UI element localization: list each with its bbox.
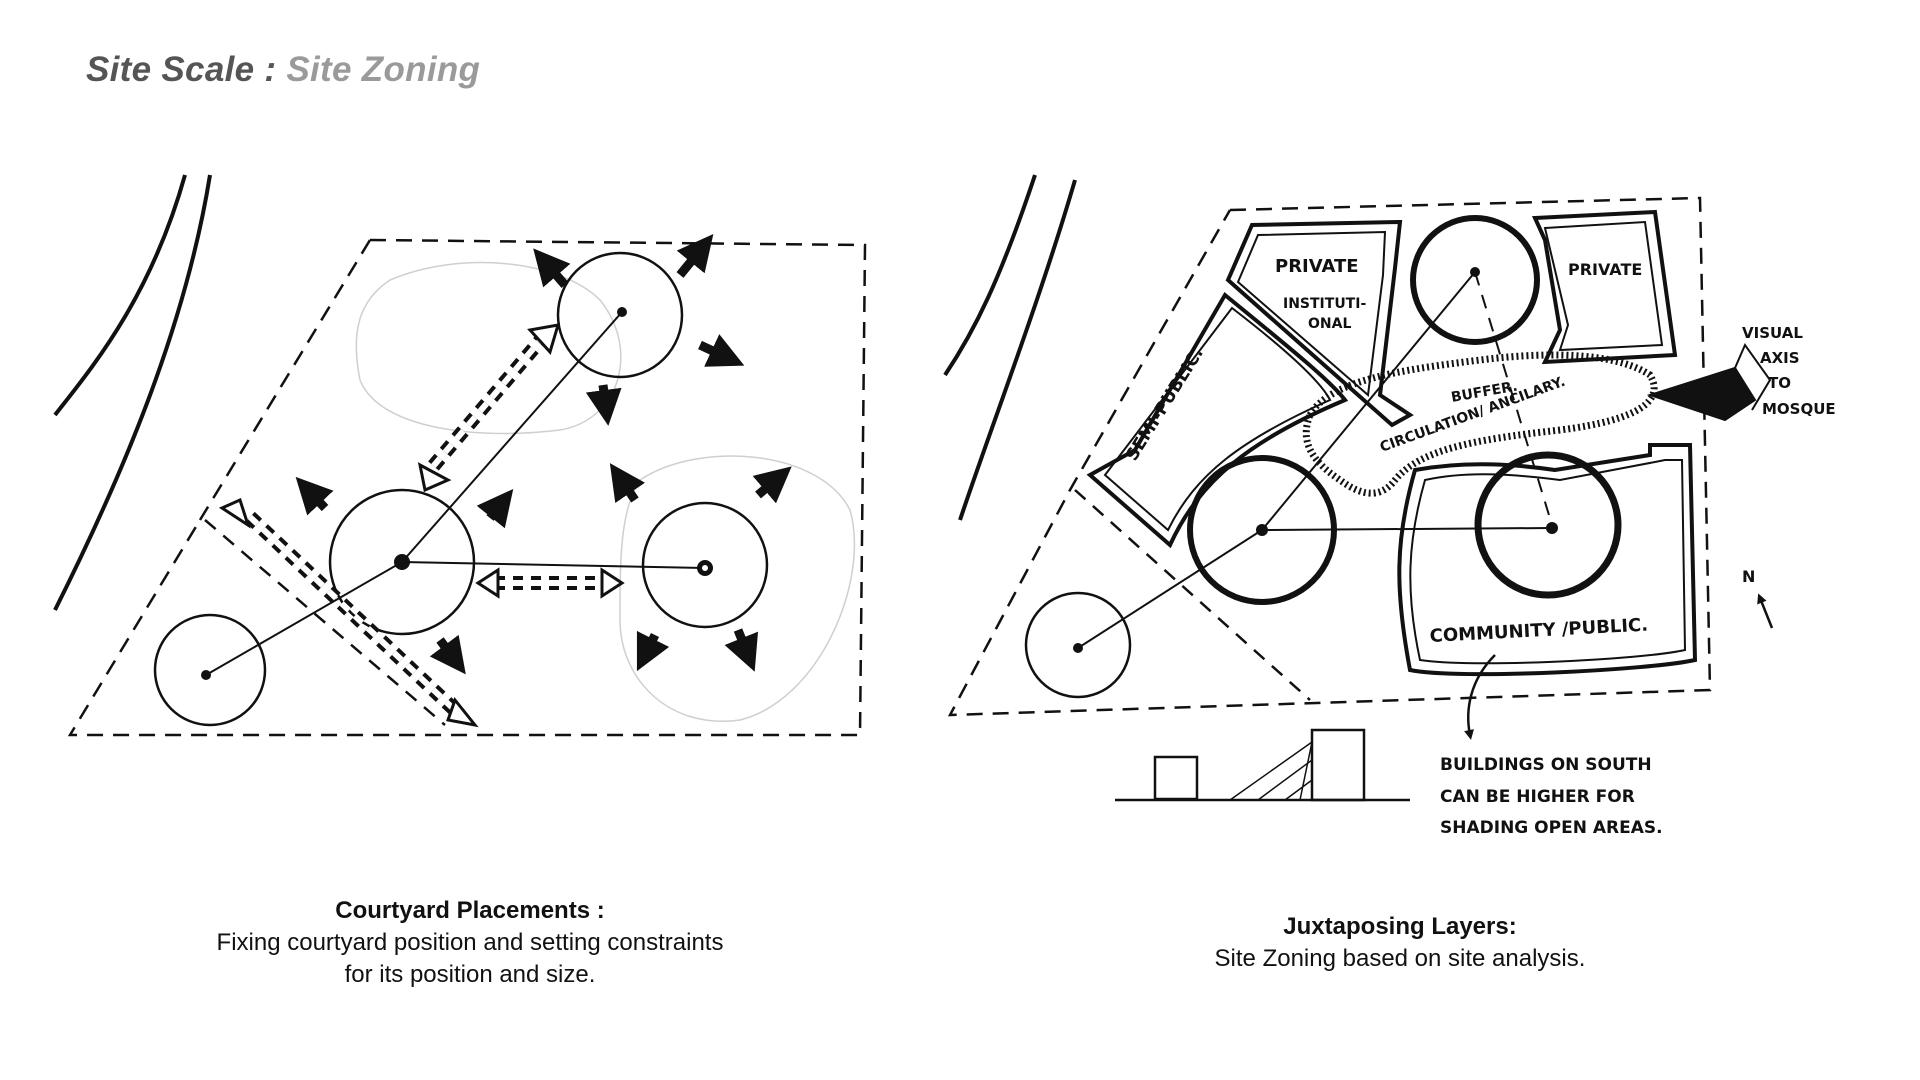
north-arrow	[1757, 593, 1774, 629]
page-title: Site Scale : Site Zoning	[86, 50, 480, 90]
left-caption-line1: Fixing courtyard position and setting co…	[216, 929, 724, 956]
courtyard-circle	[1024, 591, 1132, 699]
center-dot	[1256, 524, 1268, 536]
label-note-3: SHADING OPEN AREAS.	[1440, 818, 1663, 838]
section-sketch	[1115, 728, 1410, 802]
label-note-1: BUILDINGS ON SOUTH	[1440, 755, 1652, 775]
center-dot	[394, 554, 410, 570]
label-semi-public: SEMI-PUBLIC.	[1122, 344, 1208, 464]
center-dot	[1470, 267, 1480, 277]
label-institutional-1: INSTITUTI-	[1283, 296, 1366, 312]
page-title-main: Site Scale :	[86, 50, 287, 89]
right-caption-title: Juxtaposing Layers:	[1283, 913, 1517, 940]
center-dot	[1073, 643, 1083, 653]
left-caption: Courtyard Placements : Fixing courtyard …	[170, 895, 770, 991]
courtyard-circle	[1474, 451, 1622, 599]
label-private-2: PRIVATE	[1568, 260, 1642, 279]
label-north: N	[1742, 567, 1755, 586]
label-private-1: PRIVATE	[1275, 256, 1359, 277]
label-note-2: CAN BE HIGHER FOR	[1440, 787, 1635, 807]
dashed-double-arrow	[417, 323, 561, 493]
site-boundary	[198, 239, 372, 521]
label-community: COMMUNITY /PUBLIC.	[1429, 615, 1648, 647]
left-caption-title: Courtyard Placements :	[335, 897, 605, 924]
right-caption-line1: Site Zoning based on site analysis.	[1214, 945, 1586, 972]
site-boundary	[67, 238, 867, 737]
dashed-double-arrow	[475, 567, 625, 599]
center-dot	[1546, 522, 1558, 534]
label-visual-1: VISUAL	[1742, 324, 1803, 342]
courtyard-circle	[1410, 215, 1540, 345]
road-line	[53, 174, 212, 611]
left-caption-line2: for its position and size.	[344, 961, 596, 988]
note-pointer	[1464, 654, 1496, 740]
page-title-sub: Site Zoning	[286, 50, 481, 89]
zone-private-institutional	[1225, 219, 1414, 428]
setback-line	[1074, 489, 1311, 701]
courtyard-circle	[153, 613, 267, 727]
label-institutional-2: ONAL	[1308, 316, 1351, 332]
axis-line	[1474, 271, 1553, 526]
courtyard-circle	[328, 488, 476, 636]
site-boundary	[947, 196, 1712, 717]
road-line	[53, 174, 187, 417]
left-diagram	[53, 174, 867, 737]
visual-axis-arrow	[1646, 366, 1757, 422]
label-visual-2: AXIS	[1760, 349, 1800, 367]
outward-arrow	[295, 234, 792, 675]
label-visual-4: MOSQUE	[1762, 400, 1836, 418]
road-line	[958, 179, 1077, 521]
label-visual-3: TO	[1768, 374, 1791, 392]
courtyard-circle	[556, 251, 684, 379]
zone-private	[1531, 209, 1678, 365]
right-diagram	[943, 174, 1774, 802]
center-dot	[617, 307, 627, 317]
road-line	[943, 174, 1037, 377]
setback-line	[204, 519, 446, 726]
dashed-double-arrow	[218, 497, 479, 728]
courtyard-circle	[641, 501, 769, 629]
right-caption: Juxtaposing Layers: Site Zoning based on…	[1150, 911, 1650, 975]
center-dot	[201, 670, 211, 680]
buffer-zone	[1302, 351, 1658, 497]
